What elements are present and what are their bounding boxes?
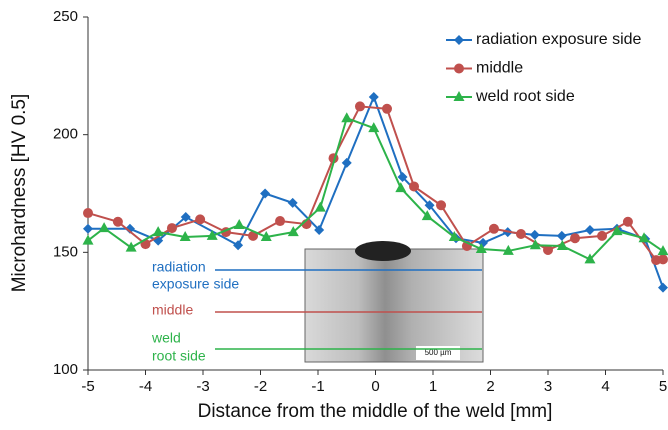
marker [489,224,499,234]
marker [585,225,595,235]
legend-label: radiation exposure side [476,31,642,48]
marker [355,101,365,111]
x-tick-label: 3 [544,378,552,395]
marker [395,182,406,192]
marker [315,202,326,212]
marker [233,240,243,250]
x-tick-label: 4 [601,378,609,395]
marker [83,208,93,218]
legend-marker [454,35,464,45]
marker [153,226,164,236]
micrograph-image [305,249,483,362]
x-tick-label: 0 [371,378,379,395]
chart: 500 µm Distance from the middle of the w… [0,0,668,430]
annotation-label: exposure side [152,276,239,292]
marker [83,224,93,234]
marker [275,216,285,226]
page: 500 µm Distance from the middle of the w… [0,0,668,430]
series [83,112,668,263]
marker [658,254,668,264]
marker [658,245,668,255]
x-tick-label: -3 [196,378,209,395]
marker [597,231,607,241]
marker [409,181,419,191]
y-tick-label: 200 [53,126,78,143]
x-tick-label: 5 [659,378,667,395]
marker [658,283,668,293]
annotation-label: middle [152,302,193,318]
x-tick-label: 1 [429,378,437,395]
marker [516,229,526,239]
annotation-label: weld [151,330,181,346]
y-axis-title: Microhardness [HV 0.5] [9,94,30,293]
marker [260,189,270,199]
x-axis-title: Distance from the middle of the weld [mm… [198,401,553,422]
legend-label: middle [476,60,523,77]
y-tick-label: 150 [53,243,78,260]
marker [99,222,110,232]
marker [369,92,379,102]
marker [195,214,205,224]
y-tick-label: 250 [53,8,78,25]
micrograph-pore [355,241,411,261]
annotation-label: radiation [152,259,206,275]
marker [557,231,567,241]
marker [530,230,540,240]
marker [126,242,137,252]
marker [570,233,580,243]
marker [113,217,123,227]
x-tick-label: -4 [139,378,152,395]
marker [436,200,446,210]
marker [342,158,352,168]
x-tick-label: -2 [254,378,267,395]
micrograph: 500 µm [305,241,483,362]
annotation-label: root side [152,348,206,364]
marker [234,219,245,229]
x-tick-label: -5 [81,378,94,395]
legend-label: weld root side [475,88,575,105]
marker [341,112,352,122]
marker [382,104,392,114]
marker [623,217,633,227]
x-tick-label: 2 [486,378,494,395]
marker [83,235,94,245]
x-tick-label: -1 [311,378,324,395]
y-tick-label: 100 [53,361,78,378]
marker [167,223,177,233]
legend-marker [454,64,464,74]
